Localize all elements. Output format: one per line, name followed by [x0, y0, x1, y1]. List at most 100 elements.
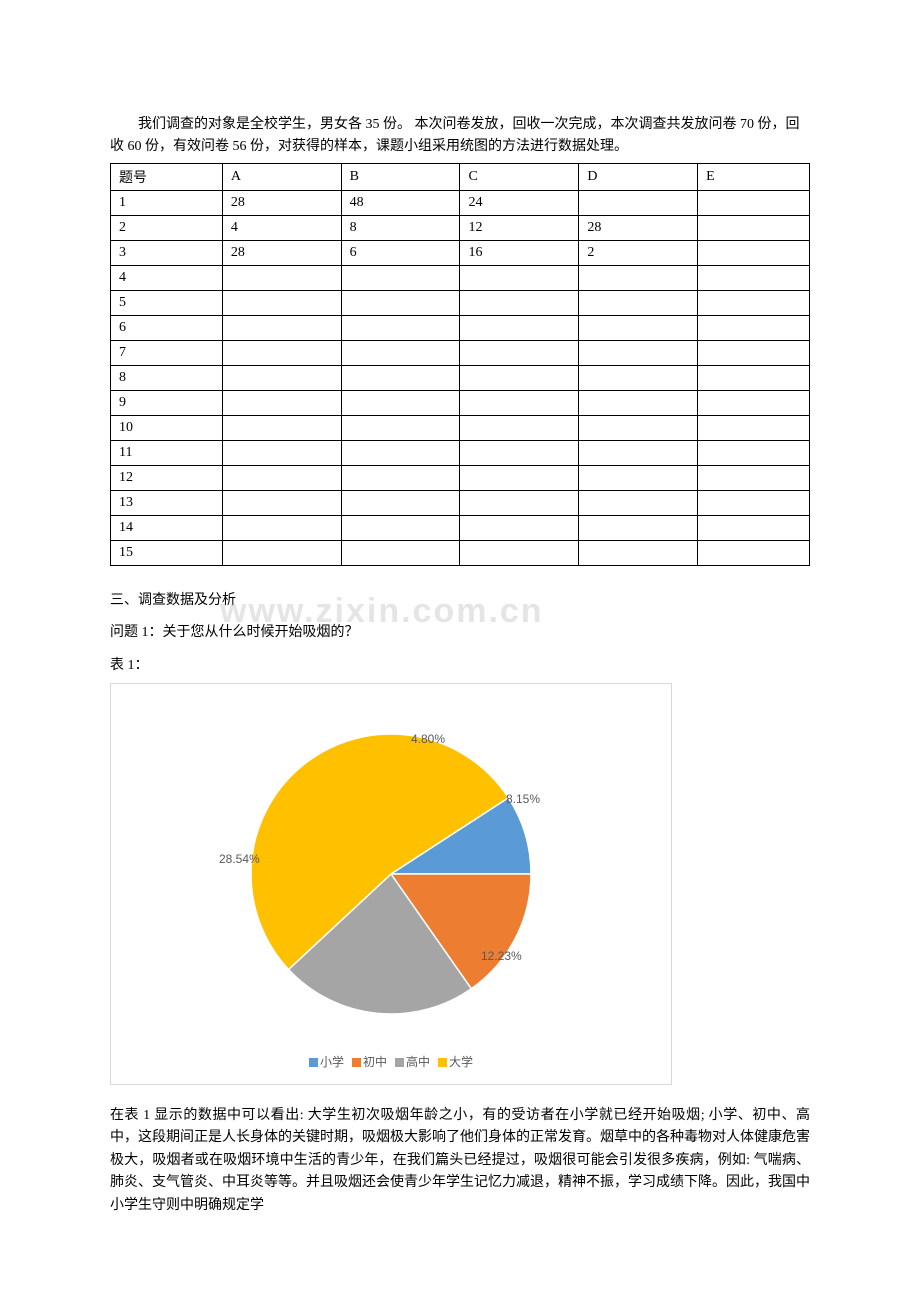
table-cell [698, 365, 810, 390]
pie-chart-svg [111, 704, 671, 1044]
table-cell [222, 540, 341, 565]
table-cell: 4 [111, 265, 223, 290]
table-cell [222, 465, 341, 490]
legend-item: 小学 [309, 1053, 344, 1070]
table-cell [579, 490, 698, 515]
legend-label: 初中 [363, 1055, 387, 1069]
table-cell: 12 [111, 465, 223, 490]
table-cell: 9 [111, 390, 223, 415]
pie-chart-container: 4.80%8.15%12.23%28.54% 小学初中高中大学 [110, 683, 672, 1085]
table-cell [222, 490, 341, 515]
table-cell: 12 [460, 215, 579, 240]
table-cell [460, 540, 579, 565]
legend-label: 小学 [320, 1055, 344, 1069]
table-cell [460, 340, 579, 365]
table-cell [698, 315, 810, 340]
table-row: 15 [111, 540, 810, 565]
table-cell [341, 340, 460, 365]
table-cell: 7 [111, 340, 223, 365]
table-row: 9 [111, 390, 810, 415]
table-cell: 16 [460, 240, 579, 265]
table-1-label: 表 1： [110, 655, 810, 677]
table-cell [341, 290, 460, 315]
table-row: 5 [111, 290, 810, 315]
legend-swatch [309, 1058, 318, 1067]
table-cell [341, 415, 460, 440]
table-cell [579, 190, 698, 215]
table-cell [698, 215, 810, 240]
table-cell [341, 515, 460, 540]
table-cell [222, 265, 341, 290]
table-cell [698, 390, 810, 415]
table-cell [341, 465, 460, 490]
pie-slice-label: 8.15% [506, 792, 540, 806]
table-cell [579, 315, 698, 340]
table-row: 13 [111, 490, 810, 515]
table-cell [698, 440, 810, 465]
table-cell [579, 465, 698, 490]
legend-item: 大学 [438, 1053, 473, 1070]
legend-label: 大学 [449, 1055, 473, 1069]
table-cell [222, 515, 341, 540]
table-cell [460, 490, 579, 515]
table-row: 14 [111, 515, 810, 540]
table-cell: 11 [111, 440, 223, 465]
legend-swatch [352, 1058, 361, 1067]
table-cell [222, 415, 341, 440]
table-cell [341, 440, 460, 465]
table-cell [341, 315, 460, 340]
table-cell [341, 265, 460, 290]
table-cell [579, 340, 698, 365]
table-cell: 8 [341, 215, 460, 240]
table-cell [460, 390, 579, 415]
table-cell: 3 [111, 240, 223, 265]
table-cell: 13 [111, 490, 223, 515]
table-row: 10 [111, 415, 810, 440]
table-cell [341, 365, 460, 390]
table-col-header: B [341, 163, 460, 190]
table-cell: 2 [579, 240, 698, 265]
table-cell [579, 390, 698, 415]
table-row: 12 [111, 465, 810, 490]
table-cell [460, 515, 579, 540]
table-row: 2481228 [111, 215, 810, 240]
table-cell [579, 265, 698, 290]
legend-swatch [438, 1058, 447, 1067]
table-cell: 28 [222, 240, 341, 265]
question-1-title: 问题 1：关于您从什么时候开始吸烟的？ [110, 622, 810, 644]
table-row: 4 [111, 265, 810, 290]
pie-legend: 小学 初中高中 大学 [111, 1053, 671, 1070]
table-cell [698, 240, 810, 265]
section-3-title: 三、调查数据及分析 [110, 590, 810, 612]
table-cell [460, 440, 579, 465]
table-cell: 15 [111, 540, 223, 565]
table-cell [222, 440, 341, 465]
intro-paragraph: 我们调查的对象是全校学生，男女各 35 份。 本次问卷发放，回收一次完成，本次调… [110, 114, 810, 159]
table-cell [222, 290, 341, 315]
table-row: 8 [111, 365, 810, 390]
table-cell [222, 340, 341, 365]
pie-slice-label: 28.54% [219, 852, 260, 866]
table-cell: 28 [222, 190, 341, 215]
table-cell [579, 540, 698, 565]
table-cell [341, 490, 460, 515]
table-cell [222, 390, 341, 415]
table-cell [341, 540, 460, 565]
pie-slice-label: 4.80% [411, 732, 445, 746]
legend-swatch [395, 1058, 404, 1067]
table-cell [460, 265, 579, 290]
table-cell: 28 [579, 215, 698, 240]
table-cell: 6 [111, 315, 223, 340]
table-cell [698, 265, 810, 290]
table-cell [460, 415, 579, 440]
legend-item: 高中 [395, 1053, 430, 1070]
table-cell: 10 [111, 415, 223, 440]
table-cell: 1 [111, 190, 223, 215]
table-cell: 5 [111, 290, 223, 315]
table-row: 6 [111, 315, 810, 340]
table-cell [579, 440, 698, 465]
table-col-header: A [222, 163, 341, 190]
table-cell [222, 315, 341, 340]
table-cell [579, 365, 698, 390]
survey-table: 题号ABCDE 12848242481228328616245678910111… [110, 163, 810, 566]
